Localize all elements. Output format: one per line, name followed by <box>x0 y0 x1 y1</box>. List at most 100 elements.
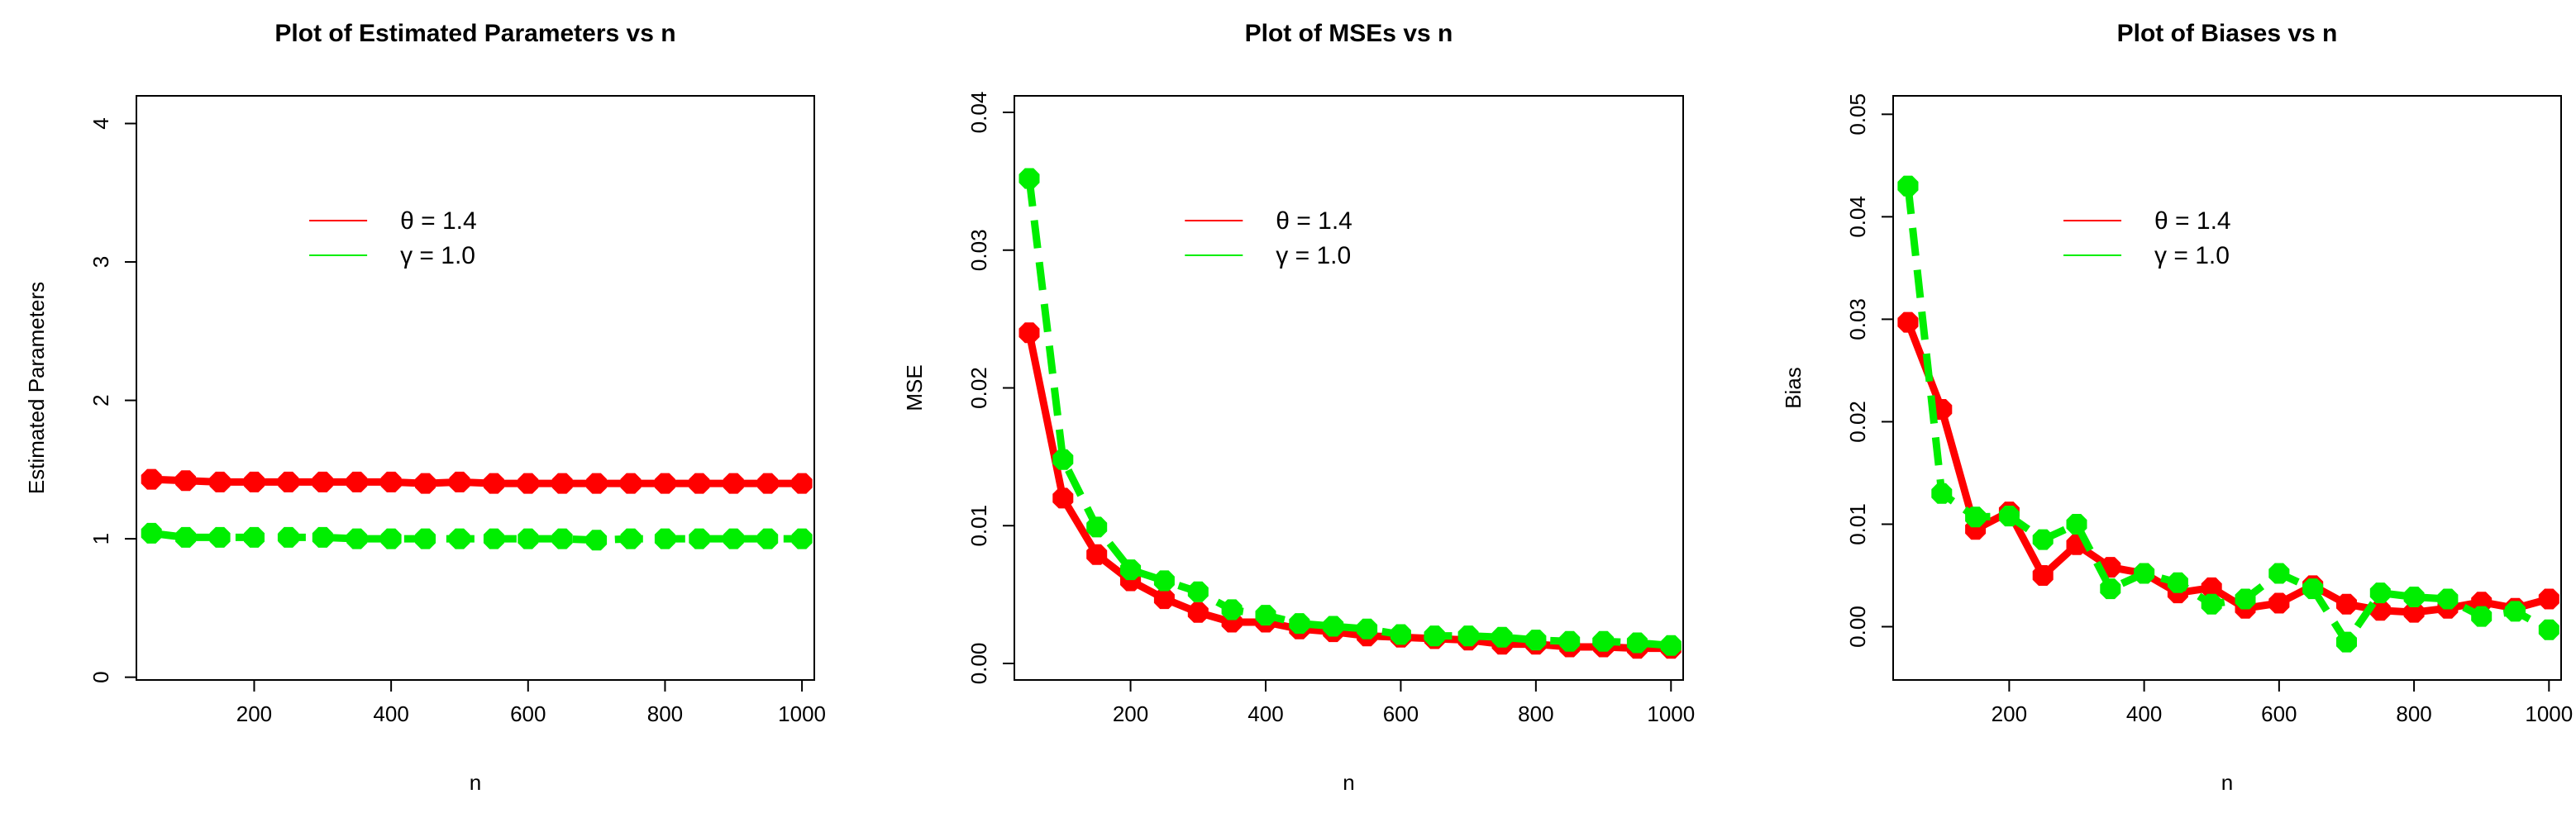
data-point <box>2235 588 2256 610</box>
y-tick-label: 0.04 <box>1845 196 1870 238</box>
data-point <box>2369 582 2391 604</box>
panel-3: Plot of Biases vs n n Bias 200 400 600 800 1000… <box>1781 20 2573 795</box>
data-point <box>1491 626 1513 648</box>
x-tick-label: 800 <box>647 701 683 726</box>
series-gamma <box>141 522 813 551</box>
data-point <box>1390 624 1411 645</box>
series-gamma <box>1018 168 1682 656</box>
data-point <box>2302 578 2324 600</box>
data-point <box>723 473 744 494</box>
y-tick-label: 0.00 <box>966 643 991 685</box>
data-point <box>1559 630 1581 652</box>
data-point <box>654 473 675 494</box>
data-point <box>175 526 197 548</box>
series-gamma <box>1897 175 2559 653</box>
x-tick-label: 600 <box>1383 701 1419 726</box>
x-tick-label: 200 <box>1992 701 2027 726</box>
y-tick-label: 0.04 <box>966 92 991 134</box>
data-point <box>1120 559 1142 581</box>
data-point <box>1052 449 1074 470</box>
data-point <box>2268 592 2290 614</box>
data-point <box>518 528 539 549</box>
plot-frame <box>136 95 815 681</box>
panel-2: Plot of MSEs vs n n MSE 200 400 600 800 1000 0.0… <box>902 20 1695 795</box>
plot-frame <box>1892 95 2562 681</box>
data-point <box>1187 581 1209 602</box>
data-point <box>2336 631 2357 653</box>
y-axis-label: Bias <box>1781 367 1806 409</box>
data-point <box>551 528 573 549</box>
y-tick-label: 1 <box>88 533 113 544</box>
plot-frame <box>1014 95 1684 681</box>
y-tick-label: 0.03 <box>966 229 991 271</box>
data-point <box>2134 563 2155 584</box>
series-theta <box>1018 322 1682 659</box>
series-theta <box>141 468 813 494</box>
data-point <box>1965 506 1987 528</box>
x-axis-label: n <box>470 770 481 795</box>
x-axis-label: n <box>2221 770 2233 795</box>
data-point <box>1998 506 2020 527</box>
y-tick-label: 0.02 <box>966 367 991 409</box>
x-tick-label: 600 <box>510 701 546 726</box>
data-point <box>2167 572 2188 593</box>
y-axis-label: Estimated Parameters <box>24 282 49 494</box>
data-point <box>1323 616 1344 637</box>
data-point <box>723 528 744 549</box>
legend-label: γ = 1.0 <box>1276 242 1351 269</box>
legend: θ = 1.4 γ = 1.0 <box>1185 207 1352 269</box>
data-point <box>1357 618 1378 639</box>
data-point <box>620 473 642 494</box>
x-tick-label: 400 <box>1247 701 1283 726</box>
data-point <box>175 470 197 492</box>
series-line <box>1025 331 1672 653</box>
data-point <box>2201 593 2222 615</box>
data-point <box>757 473 779 494</box>
data-point <box>1660 635 1682 656</box>
legend-label: γ = 1.0 <box>400 242 475 269</box>
series-line <box>1904 321 2550 616</box>
y-tick-label: 0 <box>88 671 113 682</box>
data-point <box>2032 565 2054 586</box>
x-tick-label: 600 <box>2261 701 2297 726</box>
data-point <box>244 471 265 492</box>
data-point <box>1086 516 1108 538</box>
chart-title: Plot of Biases vs n <box>2117 20 2338 47</box>
data-point <box>141 522 162 544</box>
legend: θ = 1.4 γ = 1.0 <box>309 207 477 269</box>
data-point <box>1593 630 1615 652</box>
data-point <box>2403 587 2425 607</box>
data-point <box>1931 483 1953 504</box>
data-point <box>312 471 333 492</box>
data-point <box>654 528 675 549</box>
data-point <box>2505 601 2526 622</box>
data-point <box>141 468 162 490</box>
data-point <box>1153 570 1175 592</box>
data-point <box>791 473 813 494</box>
y-tick-label: 0.03 <box>1845 298 1870 340</box>
data-point <box>2538 619 2559 640</box>
data-point <box>620 528 642 549</box>
data-point <box>483 473 504 494</box>
data-point <box>209 471 231 492</box>
data-point <box>278 471 299 492</box>
data-point <box>244 526 265 548</box>
data-point <box>346 528 368 549</box>
y-tick-label: 4 <box>88 117 113 129</box>
x-tick-label: 1000 <box>2525 701 2573 726</box>
series-theta <box>1897 311 2559 623</box>
data-point <box>1052 487 1074 509</box>
data-point <box>586 473 608 494</box>
data-point <box>415 473 436 494</box>
y-tick-label: 0.05 <box>1845 93 1870 136</box>
data-point <box>346 471 368 492</box>
data-point <box>791 528 813 549</box>
legend-label: θ = 1.4 <box>2154 207 2231 235</box>
data-point <box>2032 529 2054 550</box>
data-point <box>209 526 231 548</box>
chart-title: Plot of MSEs vs n <box>1245 20 1453 47</box>
x-tick-label: 400 <box>373 701 408 726</box>
data-point <box>380 528 402 549</box>
